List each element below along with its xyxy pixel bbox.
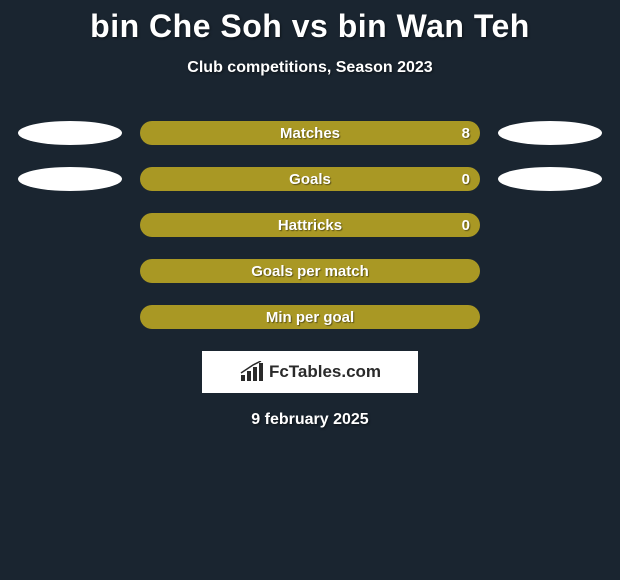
stat-label: Matches [280,125,340,142]
left-ellipse [18,121,122,145]
ellipse-spacer [498,305,602,329]
ellipse-spacer [18,213,122,237]
stat-bar: Goals 0 [140,167,480,191]
brand-logo[interactable]: FcTables.com [202,351,418,393]
ellipse-spacer [498,259,602,283]
ellipse-spacer [18,305,122,329]
stat-label: Min per goal [266,309,354,326]
stat-row: Goals 0 [0,167,620,191]
stats-area: Matches 8 Goals 0 Hattricks 0 Goals per match M… [0,121,620,329]
stat-bar: Goals per match [140,259,480,283]
stat-row: Min per goal [0,305,620,329]
stat-bar: Hattricks 0 [140,213,480,237]
stat-label: Hattricks [278,217,342,234]
comparison-card: bin Che Soh vs bin Wan Teh Club competit… [0,0,620,429]
right-ellipse [498,167,602,191]
stat-value: 0 [462,171,470,188]
stat-label: Goals per match [251,263,369,280]
stat-label: Goals [289,171,331,188]
page-subtitle: Club competitions, Season 2023 [0,59,620,77]
stat-value: 0 [462,217,470,234]
footer-date: 9 february 2025 [0,411,620,429]
stat-bar: Matches 8 [140,121,480,145]
stat-row: Goals per match [0,259,620,283]
page-title: bin Che Soh vs bin Wan Teh [0,8,620,45]
left-ellipse [18,167,122,191]
stat-bar: Min per goal [140,305,480,329]
right-ellipse [498,121,602,145]
chart-icon [239,361,265,383]
brand-text: FcTables.com [269,362,381,382]
stat-row: Matches 8 [0,121,620,145]
ellipse-spacer [498,213,602,237]
stat-row: Hattricks 0 [0,213,620,237]
ellipse-spacer [18,259,122,283]
stat-value: 8 [462,125,470,142]
